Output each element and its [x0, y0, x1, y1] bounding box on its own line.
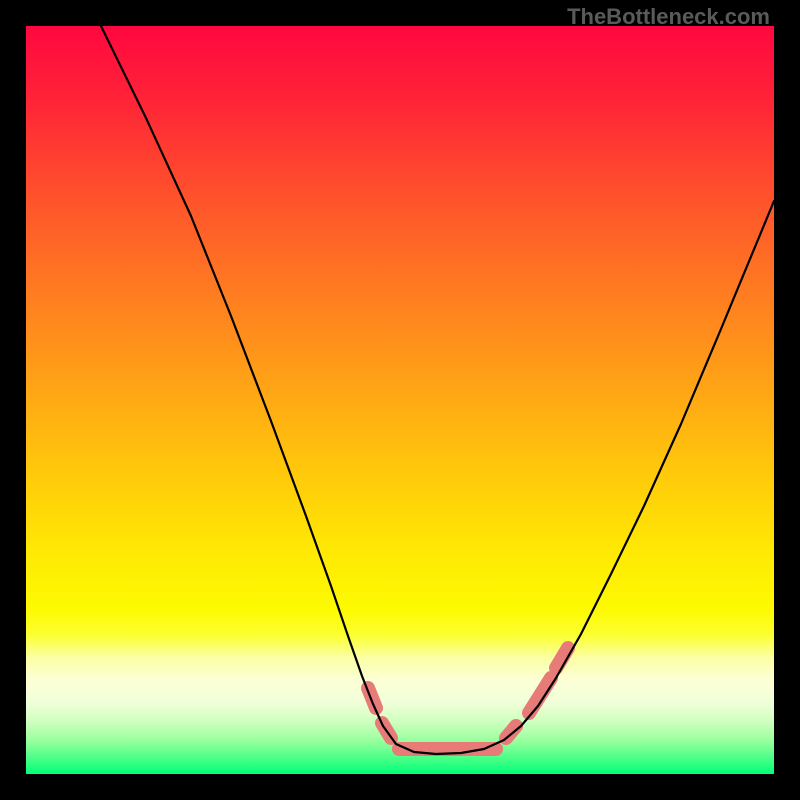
attribution-text: TheBottleneck.com [567, 4, 770, 30]
curve-layer [26, 26, 774, 774]
highlight-group [368, 648, 568, 749]
plot-area [26, 26, 774, 774]
highlight-segment [529, 678, 551, 713]
bottleneck-curve [101, 26, 774, 754]
highlight-segment [368, 688, 376, 708]
